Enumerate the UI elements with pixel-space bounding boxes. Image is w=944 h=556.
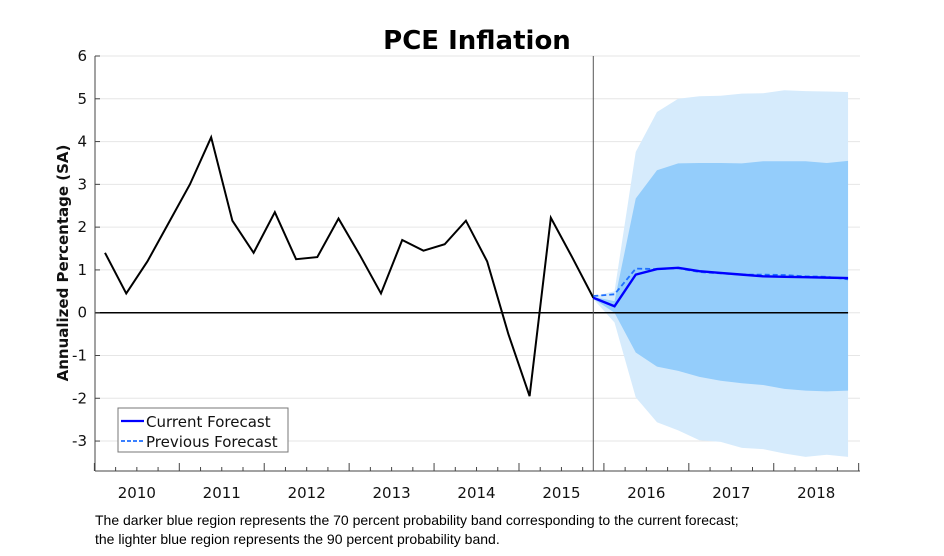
y-tick-label: 2 [77, 218, 87, 236]
y-tick-label: 1 [77, 261, 87, 279]
x-tick-label: 2010 [118, 484, 156, 502]
y-tick-label: 5 [77, 90, 87, 108]
x-tick-label: 2017 [712, 484, 750, 502]
x-tick-label: 2012 [288, 484, 326, 502]
legend-label-previous: Previous Forecast [146, 433, 278, 451]
y-tick-label: 6 [77, 47, 87, 65]
legend: Current Forecast Previous Forecast [117, 407, 289, 453]
x-tick-label: 2014 [457, 484, 495, 502]
y-axis-label: Annualized Percentage (SA) [54, 145, 72, 382]
chart-title: PCE Inflation [383, 26, 571, 56]
legend-label-current: Current Forecast [146, 413, 271, 431]
x-tick-label: 2011 [203, 484, 241, 502]
band-70-percent [593, 160, 849, 392]
axes: 6 5 4 3 2 1 0 -1 -2 -3 2010 2011 2012 2013 2014 2015 201… [72, 47, 860, 502]
data-lines [95, 56, 849, 471]
x-tick-label: 2013 [373, 484, 411, 502]
caption-line-1: The darker blue region represents the 70… [95, 512, 739, 528]
x-tick-label: 2015 [542, 484, 580, 502]
caption-line-2: the lighter blue region represents the 9… [95, 531, 500, 547]
current-forecast-line [592, 266, 849, 308]
x-tick-label: 2018 [797, 484, 835, 502]
y-tick-label: 4 [77, 133, 87, 151]
legend-box [117, 407, 289, 453]
y-tick-label: 0 [77, 304, 87, 322]
y-tick-label: -3 [72, 432, 87, 450]
x-tick-label: 2016 [627, 484, 665, 502]
y-tick-label: 3 [77, 175, 87, 193]
y-tick-label: -1 [72, 346, 87, 364]
y-tick-label: -2 [72, 389, 87, 407]
history-line [104, 134, 595, 397]
